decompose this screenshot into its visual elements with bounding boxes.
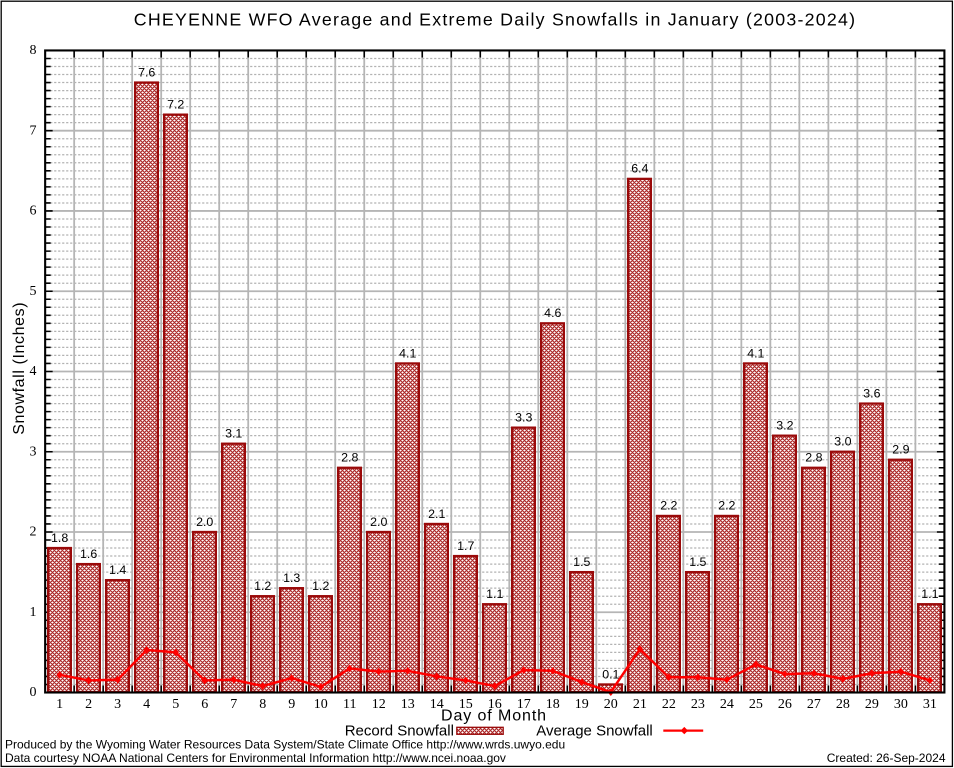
svg-text:6.4: 6.4 [631, 162, 648, 176]
svg-text:4: 4 [30, 364, 37, 379]
svg-text:1.5: 1.5 [573, 555, 590, 569]
svg-text:18: 18 [546, 697, 560, 712]
svg-text:1.1: 1.1 [486, 587, 503, 601]
svg-text:1.2: 1.2 [254, 579, 271, 593]
svg-text:4.1: 4.1 [399, 346, 416, 360]
svg-text:3.0: 3.0 [834, 435, 851, 449]
svg-text:3.2: 3.2 [776, 418, 793, 432]
svg-text:2.8: 2.8 [805, 451, 822, 465]
svg-text:15: 15 [459, 697, 473, 712]
svg-text:30: 30 [894, 697, 908, 712]
svg-text:17: 17 [517, 697, 531, 712]
svg-text:2.2: 2.2 [718, 499, 735, 513]
svg-text:2.0: 2.0 [196, 515, 213, 529]
svg-text:25: 25 [749, 697, 763, 712]
svg-text:2.8: 2.8 [341, 451, 358, 465]
svg-text:7: 7 [30, 123, 37, 138]
svg-text:2.9: 2.9 [892, 443, 909, 457]
svg-text:Snowfall (Inches): Snowfall (Inches) [11, 302, 28, 435]
svg-text:Data courtesy NOAA National Ce: Data courtesy NOAA National Centers for … [5, 751, 506, 765]
svg-text:Produced by the Wyoming Water: Produced by the Wyoming Water Resources … [5, 738, 565, 752]
svg-text:CHEYENNE WFO Average and Extre: CHEYENNE WFO Average and Extreme Daily S… [134, 10, 856, 30]
svg-text:1: 1 [56, 697, 63, 712]
svg-text:12: 12 [372, 697, 386, 712]
svg-text:13: 13 [401, 697, 415, 712]
svg-text:3: 3 [114, 697, 121, 712]
svg-text:7.2: 7.2 [167, 97, 184, 111]
svg-text:1.7: 1.7 [457, 539, 474, 553]
svg-text:1.3: 1.3 [283, 571, 300, 585]
svg-text:0.1: 0.1 [602, 667, 619, 681]
svg-text:Day of Month: Day of Month [441, 708, 547, 725]
svg-text:23: 23 [691, 697, 705, 712]
svg-text:4.1: 4.1 [747, 346, 764, 360]
svg-text:Average Snowfall: Average Snowfall [536, 723, 652, 740]
svg-text:1: 1 [30, 605, 37, 620]
svg-text:4.6: 4.6 [544, 306, 561, 320]
svg-text:Created: 26-Sep-2024: Created: 26-Sep-2024 [827, 751, 946, 765]
svg-text:9: 9 [288, 697, 295, 712]
svg-text:21: 21 [633, 697, 647, 712]
svg-text:8: 8 [259, 697, 266, 712]
svg-text:7.6: 7.6 [138, 65, 155, 79]
svg-text:2.0: 2.0 [370, 515, 387, 529]
svg-text:10: 10 [314, 697, 328, 712]
svg-text:22: 22 [662, 697, 676, 712]
svg-text:11: 11 [343, 697, 356, 712]
svg-text:20: 20 [604, 697, 618, 712]
svg-text:1.5: 1.5 [689, 555, 706, 569]
svg-text:0: 0 [30, 685, 37, 700]
svg-text:7: 7 [230, 697, 237, 712]
svg-text:14: 14 [430, 697, 444, 712]
svg-text:Record Snowfall: Record Snowfall [345, 723, 454, 740]
svg-text:29: 29 [865, 697, 879, 712]
svg-text:2: 2 [85, 697, 92, 712]
svg-text:4: 4 [143, 697, 150, 712]
svg-text:2.1: 2.1 [428, 507, 445, 521]
svg-text:5: 5 [30, 284, 37, 299]
svg-text:3.1: 3.1 [225, 427, 242, 441]
svg-text:3: 3 [30, 444, 37, 459]
svg-text:31: 31 [923, 697, 937, 712]
svg-text:2: 2 [30, 525, 37, 540]
svg-text:27: 27 [807, 697, 821, 712]
svg-text:3.3: 3.3 [515, 410, 532, 424]
svg-text:1.8: 1.8 [51, 531, 68, 545]
svg-text:3.6: 3.6 [863, 386, 880, 400]
svg-text:2.2: 2.2 [660, 499, 677, 513]
svg-text:1.2: 1.2 [312, 579, 329, 593]
svg-text:26: 26 [778, 697, 792, 712]
svg-text:24: 24 [720, 697, 734, 712]
svg-text:16: 16 [488, 697, 502, 712]
svg-text:1.1: 1.1 [921, 587, 938, 601]
svg-text:6: 6 [201, 697, 208, 712]
svg-text:8: 8 [30, 43, 37, 58]
svg-text:19: 19 [575, 697, 589, 712]
svg-text:6: 6 [30, 204, 37, 219]
svg-text:5: 5 [172, 697, 179, 712]
svg-text:1.4: 1.4 [109, 563, 126, 577]
svg-text:1.6: 1.6 [80, 547, 97, 561]
svg-text:28: 28 [836, 697, 850, 712]
